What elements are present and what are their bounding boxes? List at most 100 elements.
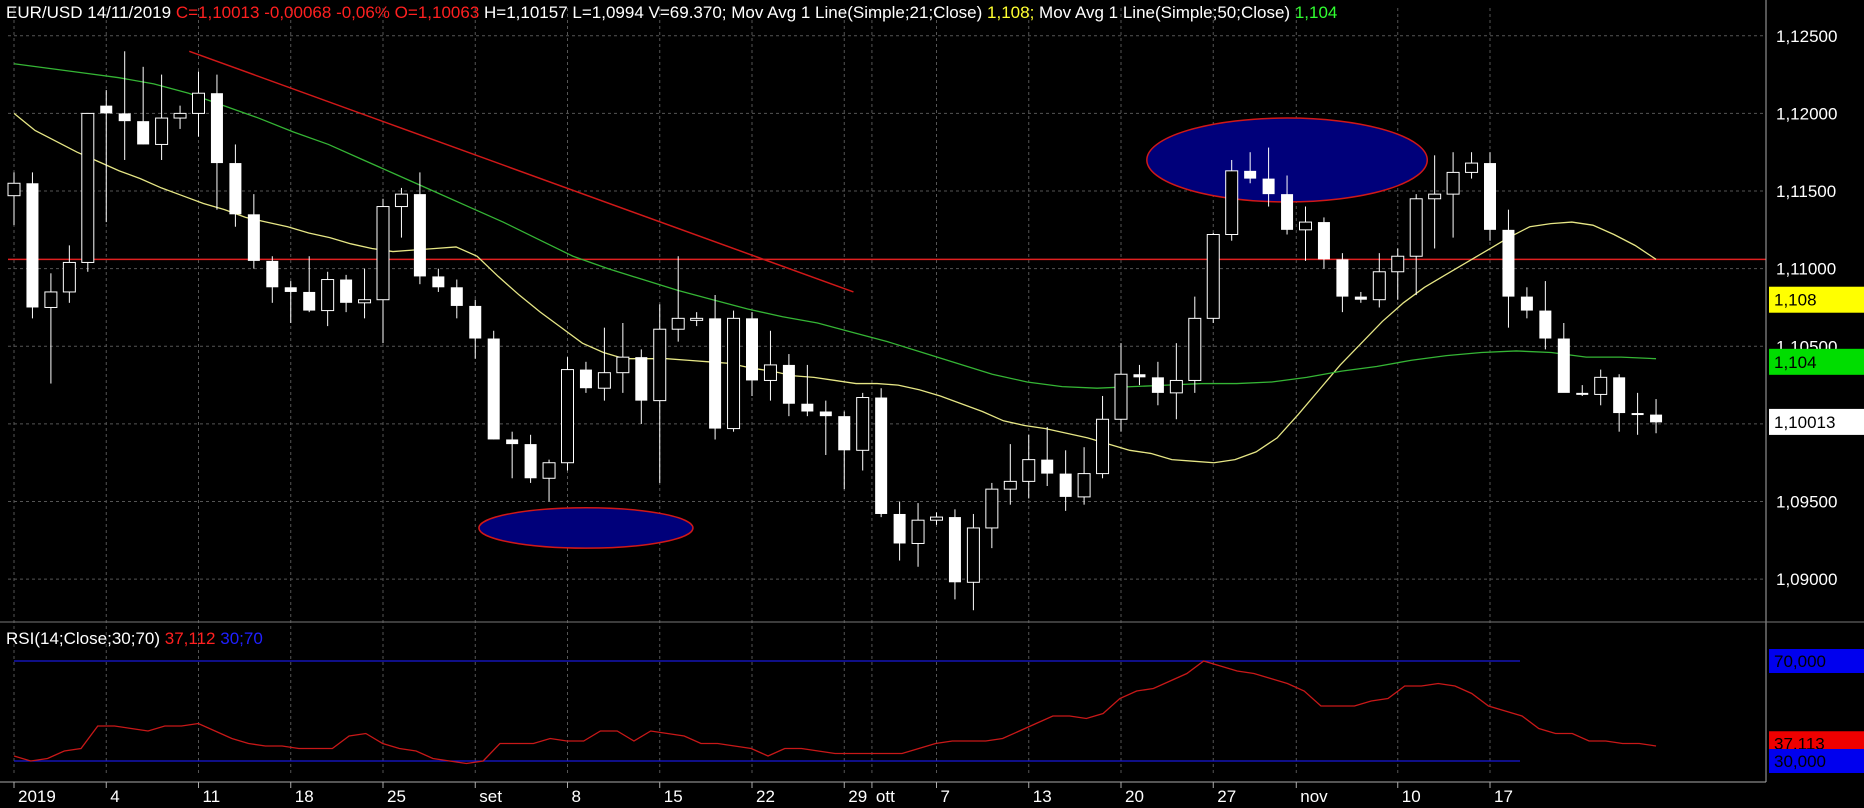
candle [1003, 444, 1017, 505]
candle [1391, 248, 1405, 300]
candle-body-up [1409, 198, 1423, 257]
candle [62, 245, 76, 303]
candle [137, 66, 150, 145]
candle-body-up [1003, 480, 1017, 490]
candle-body-up [155, 117, 169, 145]
candle-body-up [62, 261, 76, 293]
candle-body-up [321, 279, 335, 312]
candle [1169, 343, 1183, 420]
candle [1336, 253, 1349, 313]
candle-body-down [1281, 194, 1294, 230]
candle [155, 74, 169, 160]
candles [7, 51, 1663, 611]
price-badge [1769, 348, 1864, 375]
candle-body-up [1465, 162, 1479, 173]
candle [930, 512, 943, 525]
candle [801, 364, 814, 417]
candle-body-up [966, 527, 980, 583]
y-tick-label: 1,11500 [1776, 182, 1836, 201]
candle-body-down [229, 163, 242, 215]
candle [192, 71, 205, 137]
rsi-label: RSI(14;Close;30;70) [6, 629, 161, 648]
candle-body-up [44, 291, 58, 308]
candle-body-down [875, 397, 888, 514]
candle [1225, 159, 1239, 241]
x-tick-label: ott [876, 787, 895, 806]
candle [487, 330, 500, 440]
candle [1317, 217, 1330, 269]
candle [1299, 206, 1312, 261]
candle-body-down [709, 318, 722, 429]
candle [782, 354, 795, 417]
candle [616, 323, 630, 393]
candle [1484, 152, 1496, 241]
header-high: H=1,10157 [484, 3, 568, 22]
candle-body-up [1077, 473, 1091, 498]
header-ma21-value: 1,108; [987, 3, 1035, 22]
x-tick-label: nov [1300, 787, 1328, 806]
candle [1650, 399, 1663, 434]
candle-body-down [782, 364, 795, 404]
candle-body-down [137, 121, 150, 145]
header-change: -0,00068 [264, 3, 332, 22]
candle-body-down [1354, 296, 1367, 300]
candle-body-down [893, 513, 906, 544]
price-badge-label: 1,10013 [1774, 413, 1835, 432]
candle-body-down [210, 93, 223, 164]
candle-body-down [579, 369, 592, 389]
x-tick-label: 17 [1494, 787, 1513, 806]
x-tick-label: 11 [203, 787, 221, 806]
candle [173, 105, 187, 129]
candle [1409, 194, 1423, 296]
candle-body-down [1613, 377, 1626, 414]
candle [763, 330, 777, 401]
candle [746, 312, 758, 396]
candle-body-up [1188, 317, 1202, 381]
candle [524, 434, 537, 483]
rsi-badge-label: 30,000 [1774, 752, 1826, 771]
candle [1151, 361, 1164, 406]
header-low: L=1,0994 [572, 3, 644, 22]
candle-body-down [1484, 163, 1496, 230]
candle [432, 268, 445, 292]
candle-body-down [1336, 259, 1349, 297]
candle [1594, 369, 1608, 406]
price-axis: 1,125001,120001,115001,110001,105001,100… [0, 0, 1864, 783]
candle-body-up [856, 397, 870, 451]
candle [1133, 364, 1146, 386]
ma50-line [13, 63, 1657, 389]
candle-body-down [26, 183, 39, 308]
rsi-badge-label: 70,000 [1774, 652, 1826, 671]
price-badge [1769, 286, 1864, 313]
x-tick-label: 20 [1125, 787, 1144, 806]
candle-body-down [1151, 377, 1164, 393]
candle-body-up [1446, 171, 1460, 195]
candle-body-down [1539, 310, 1552, 339]
candle-body-up [561, 369, 574, 464]
candle [321, 271, 335, 327]
candle-body-up [930, 516, 943, 521]
candle-body-up [394, 193, 408, 208]
candle-body-up [376, 206, 390, 301]
candle [450, 279, 463, 319]
candle [358, 268, 372, 319]
header-change-pct: -0,06% [336, 3, 390, 22]
candle [1244, 152, 1257, 184]
candle-body-up [1225, 170, 1239, 235]
candle-body-up [763, 364, 777, 381]
y-tick-label: 1,09500 [1776, 493, 1837, 512]
candle-body-down [413, 194, 426, 277]
candle-body-up [81, 112, 95, 263]
rsi-line [13, 660, 1657, 765]
candle [911, 503, 925, 567]
x-tick-label: 25 [387, 787, 406, 806]
candle-body-down [1576, 392, 1589, 395]
header-date: 14/11/2019 [87, 3, 172, 22]
candle [1557, 323, 1570, 393]
candle [985, 482, 999, 549]
candle-body-down [801, 403, 814, 412]
candle [671, 256, 685, 342]
candle-body-down [247, 214, 260, 261]
rsi-value: 37,112 [164, 629, 216, 648]
